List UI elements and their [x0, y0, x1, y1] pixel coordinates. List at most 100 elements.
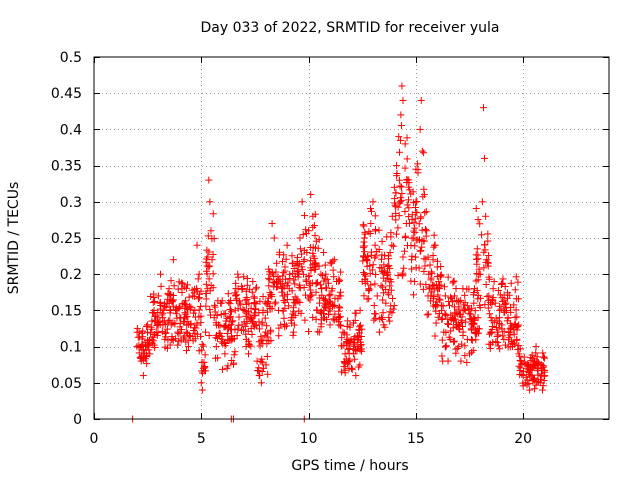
data-point	[323, 316, 331, 324]
data-point	[223, 314, 231, 322]
data-point	[434, 284, 442, 292]
x-tick-label: 20	[514, 431, 532, 447]
data-point	[179, 318, 187, 326]
data-point	[182, 301, 190, 309]
data-point	[282, 275, 290, 283]
data-point	[166, 341, 174, 349]
data-point	[355, 323, 363, 331]
data-point	[476, 220, 484, 228]
data-point	[434, 257, 442, 265]
data-point	[532, 343, 540, 351]
data-point	[398, 190, 406, 198]
data-point	[435, 295, 443, 303]
data-point	[365, 287, 373, 295]
data-point	[197, 312, 205, 320]
data-point	[214, 297, 222, 305]
data-point	[479, 104, 487, 112]
data-point	[394, 224, 402, 232]
data-point	[481, 241, 489, 249]
data-point	[280, 314, 288, 322]
data-point	[434, 313, 442, 321]
data-point	[365, 286, 373, 294]
data-point	[371, 310, 379, 318]
data-point	[289, 304, 297, 312]
data-point	[198, 358, 206, 366]
data-point	[320, 277, 328, 285]
data-point	[537, 361, 545, 369]
data-point	[416, 125, 424, 133]
data-point	[368, 266, 376, 274]
data-point	[135, 344, 143, 352]
data-point	[252, 300, 260, 308]
data-point	[445, 333, 453, 341]
data-point	[252, 285, 260, 293]
data-point	[217, 310, 225, 318]
data-point	[306, 286, 314, 294]
data-point	[279, 272, 287, 280]
data-point	[421, 262, 429, 270]
data-point	[311, 210, 319, 218]
data-point	[320, 306, 328, 314]
data-point	[371, 212, 379, 220]
data-point	[438, 352, 446, 360]
data-point	[426, 261, 434, 269]
data-point	[363, 256, 371, 264]
data-point	[317, 270, 325, 278]
data-point	[266, 328, 274, 336]
data-point	[405, 176, 413, 184]
data-point	[234, 325, 242, 333]
data-point	[411, 215, 419, 223]
data-point	[179, 280, 187, 288]
data-point	[193, 330, 201, 338]
data-point	[321, 302, 329, 310]
data-point	[271, 279, 279, 287]
data-point	[189, 333, 197, 341]
data-point	[378, 237, 386, 245]
data-point	[292, 262, 300, 270]
data-point	[228, 357, 236, 365]
y-tick-label: 0.45	[51, 86, 82, 102]
data-point	[226, 313, 234, 321]
data-point	[212, 319, 220, 327]
data-point	[185, 293, 193, 301]
data-point	[371, 225, 379, 233]
data-point	[389, 294, 397, 302]
data-point	[248, 318, 256, 326]
data-point	[511, 286, 519, 294]
data-point	[305, 272, 313, 280]
data-point	[380, 261, 388, 269]
data-point	[144, 342, 152, 350]
data-point	[499, 275, 507, 283]
data-point	[266, 276, 274, 284]
data-point	[279, 269, 287, 277]
data-point	[459, 285, 467, 293]
data-point	[281, 323, 289, 331]
data-point	[311, 232, 319, 240]
data-point	[467, 310, 475, 318]
data-point	[328, 287, 336, 295]
data-point	[450, 303, 458, 311]
data-point	[255, 325, 263, 333]
data-point	[459, 331, 467, 339]
data-point	[283, 241, 291, 249]
y-tick-labels: 0 0.05 0.1 0.15 0.2 0.25 0.3 0.35 0.4 0.45 0.5	[51, 50, 82, 428]
data-point	[386, 282, 394, 290]
data-point	[488, 323, 496, 331]
data-point	[416, 247, 424, 255]
data-point	[270, 283, 278, 291]
data-point	[387, 302, 395, 310]
data-point	[473, 330, 481, 338]
data-point	[442, 329, 450, 337]
data-point	[172, 335, 180, 343]
data-point	[532, 349, 540, 357]
data-point	[390, 183, 398, 191]
data-point	[472, 205, 480, 213]
data-point	[386, 264, 394, 272]
data-point	[298, 198, 306, 206]
data-point	[168, 336, 176, 344]
data-point	[161, 300, 169, 308]
data-point	[473, 287, 481, 295]
data-point	[371, 254, 379, 262]
y-tick-label: 0.5	[60, 50, 82, 66]
data-point	[241, 322, 249, 330]
